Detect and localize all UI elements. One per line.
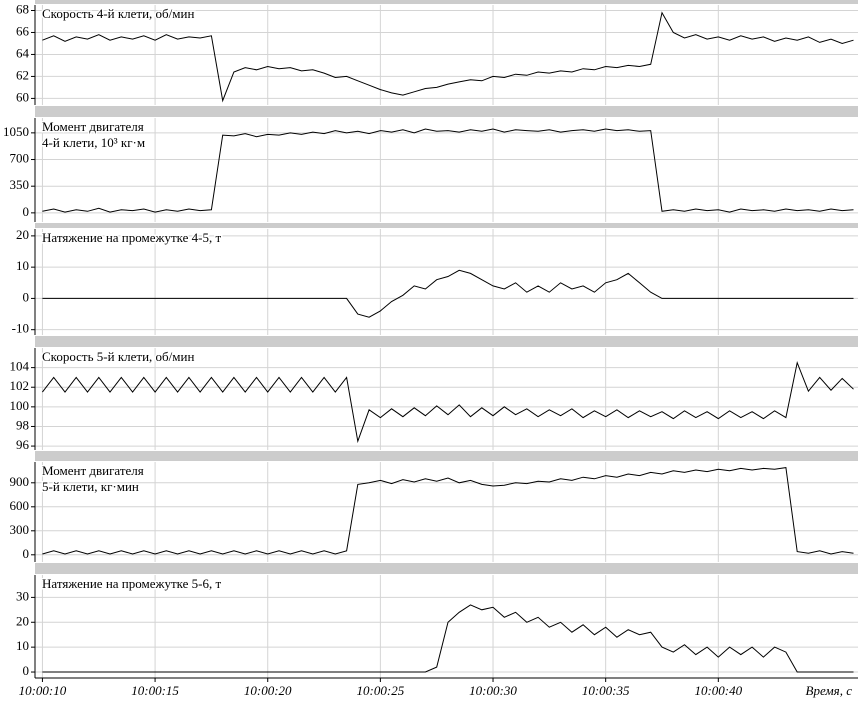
x-tick-label: 10:00:15 bbox=[131, 683, 179, 698]
panel-title: Момент двигателя bbox=[42, 463, 144, 478]
panel-title: Скорость 4-й клети, об/мин bbox=[42, 6, 194, 21]
y-tick-label: 96 bbox=[16, 437, 30, 452]
y-tick-label: 102 bbox=[10, 378, 30, 393]
panel-separator bbox=[35, 563, 858, 574]
data-line bbox=[42, 128, 854, 213]
panel-separator bbox=[35, 106, 858, 117]
panel-title: Скорость 5-й клети, об/мин bbox=[42, 349, 194, 364]
panel-title: 4-й клети, 10³ кг·м bbox=[42, 135, 145, 150]
y-tick-label: 20 bbox=[16, 227, 29, 242]
panel-separator bbox=[35, 336, 858, 347]
panel-separator bbox=[35, 223, 858, 228]
y-tick-label: 104 bbox=[10, 359, 30, 374]
y-tick-label: 0 bbox=[23, 663, 30, 678]
panel-separator bbox=[35, 451, 858, 461]
y-tick-label: 10 bbox=[16, 638, 29, 653]
y-tick-label: 0 bbox=[23, 289, 30, 304]
panel-title: Натяжение на промежутке 4-5, т bbox=[42, 230, 222, 245]
x-tick-label: 10:00:30 bbox=[469, 683, 517, 698]
y-tick-label: 900 bbox=[10, 474, 30, 489]
panel-title: Момент двигателя bbox=[42, 119, 144, 134]
x-tick-label: 10:00:10 bbox=[19, 683, 67, 698]
y-tick-label: 0 bbox=[23, 204, 30, 219]
y-tick-label: -10 bbox=[12, 321, 29, 336]
data-line bbox=[42, 269, 854, 318]
y-tick-label: 64 bbox=[16, 45, 30, 60]
data-line bbox=[42, 467, 854, 555]
x-tick-label: 10:00:20 bbox=[244, 683, 292, 698]
panel-title: Натяжение на промежутке 5-6, т bbox=[42, 576, 222, 591]
y-tick-label: 62 bbox=[16, 67, 29, 82]
data-line bbox=[42, 11, 854, 103]
y-tick-label: 20 bbox=[16, 613, 29, 628]
y-tick-label: 66 bbox=[16, 23, 30, 38]
panel-title: 5-й клети, кг·мин bbox=[42, 479, 139, 494]
y-tick-label: 700 bbox=[10, 151, 30, 166]
y-tick-label: 68 bbox=[16, 1, 29, 16]
y-tick-label: 30 bbox=[16, 588, 29, 603]
y-tick-label: 98 bbox=[16, 417, 29, 432]
y-tick-label: 350 bbox=[10, 177, 30, 192]
x-axis-label: Время, с bbox=[806, 683, 853, 698]
x-tick-label: 10:00:40 bbox=[694, 683, 742, 698]
data-line bbox=[42, 604, 854, 673]
y-tick-label: 600 bbox=[10, 498, 30, 513]
y-tick-label: 10 bbox=[16, 258, 29, 273]
y-tick-label: 1050 bbox=[3, 124, 29, 139]
x-tick-label: 10:00:25 bbox=[357, 683, 405, 698]
y-tick-label: 100 bbox=[10, 398, 30, 413]
y-tick-label: 0 bbox=[23, 546, 30, 561]
x-tick-label: 10:00:35 bbox=[582, 683, 630, 698]
panel-separator bbox=[35, 0, 858, 4]
y-tick-label: 300 bbox=[10, 522, 30, 537]
y-tick-label: 60 bbox=[16, 89, 29, 104]
data-line bbox=[42, 360, 854, 444]
